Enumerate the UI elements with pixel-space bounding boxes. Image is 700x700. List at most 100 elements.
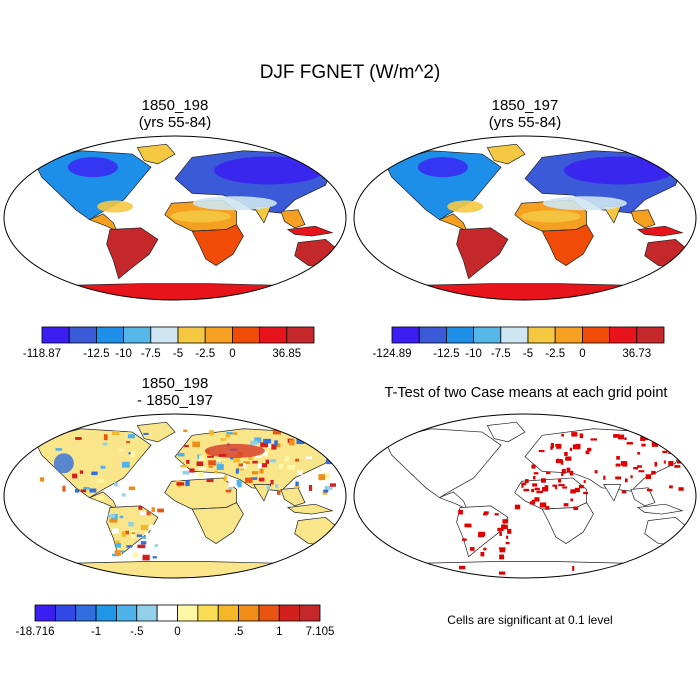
anomaly-cell — [271, 444, 277, 450]
significant-cell — [646, 488, 653, 492]
significant-cell — [494, 513, 499, 516]
significant-cell — [636, 465, 643, 468]
significant-cell — [502, 519, 509, 524]
anomaly-cell — [75, 489, 80, 493]
significant-cell — [667, 432, 671, 437]
anomaly-cell — [111, 553, 119, 557]
anomaly-cell — [214, 470, 218, 474]
anomaly-cell — [295, 458, 299, 462]
land-central-america — [438, 213, 468, 232]
anomaly-cell — [296, 438, 305, 445]
significant-cell — [555, 444, 562, 447]
anomaly-cell — [130, 534, 136, 539]
significant-cell — [569, 447, 572, 451]
anomaly-cell — [208, 460, 217, 466]
panel2-title-line1: 1850_197 — [491, 97, 559, 114]
significant-cell — [641, 443, 646, 447]
colorbar-label: -1 — [91, 626, 101, 638]
significant-cell — [570, 489, 576, 494]
significant-cell — [663, 437, 668, 441]
panel1-title-line2: (yrs 55-84) — [138, 114, 212, 131]
colorbar-label: -10 — [465, 348, 482, 360]
colorbar-box — [554, 326, 583, 344]
anomaly-cell — [308, 485, 313, 491]
map-panel-1850-198 — [3, 135, 347, 301]
land-africa-south — [191, 502, 244, 544]
anomaly-cell — [248, 456, 253, 460]
significant-cell — [569, 470, 574, 476]
significant-cell — [563, 503, 569, 507]
significant-cell — [618, 434, 625, 440]
anomaly-cell — [125, 530, 129, 535]
significant-cell — [572, 566, 575, 571]
anomaly-cell — [274, 440, 278, 446]
colorbar-box — [473, 326, 502, 344]
anomaly-cell — [258, 463, 263, 469]
anomaly-cell — [252, 460, 258, 464]
significant-cell — [529, 501, 536, 505]
colorbar-boxes: -118.87 -12.5 -10 -7.5 -5 -2.5 0 36.85 — [23, 326, 315, 360]
significant-cell — [615, 463, 621, 467]
land-south-america — [106, 227, 159, 280]
sahara-band — [170, 210, 231, 223]
land-australia — [644, 516, 690, 546]
anomaly-cell — [226, 432, 233, 435]
anomaly-cell — [97, 478, 104, 483]
significant-cell — [497, 527, 504, 532]
land-greenland — [136, 143, 176, 165]
significant-cell — [505, 541, 510, 545]
anomaly-cell — [152, 556, 157, 559]
anomaly-cell — [83, 486, 90, 490]
significant-cell — [521, 484, 524, 488]
significant-cell — [626, 442, 633, 445]
significant-cell — [637, 452, 641, 455]
significant-cell — [407, 568, 415, 573]
colorbar-box — [68, 326, 97, 344]
panel2-title-line2: (yrs 55-84) — [488, 114, 562, 131]
colorbar-box — [418, 326, 447, 344]
significant-cell — [616, 456, 620, 460]
colorbar-box — [500, 326, 529, 344]
significance-note: Cells are significant at 0.1 level — [447, 613, 613, 627]
colorbar-box — [116, 604, 138, 622]
significant-cell — [550, 442, 555, 448]
colorbar-box — [204, 326, 233, 344]
anomaly-cell — [62, 485, 66, 492]
significant-cell — [571, 432, 578, 437]
anomaly-cell — [322, 445, 327, 451]
anomaly-cell — [232, 456, 240, 463]
significant-cell — [561, 472, 564, 477]
significant-cell — [585, 450, 590, 455]
colorbar-label: -7.5 — [141, 348, 161, 360]
anomaly-cell — [109, 518, 118, 523]
significant-cell — [674, 465, 681, 468]
significant-cell — [489, 576, 493, 578]
anomaly-cell — [121, 461, 130, 468]
anomaly-cell — [132, 552, 139, 558]
land-africa-south — [541, 224, 594, 266]
significant-cell — [587, 447, 592, 452]
colorbar-label: -10 — [115, 348, 132, 360]
significant-cell — [407, 580, 413, 582]
land-se-asia — [280, 209, 306, 229]
anomaly-cell — [196, 461, 204, 467]
significant-cell — [620, 461, 628, 466]
significant-cell — [531, 499, 535, 503]
colorbar-label: -12.5 — [83, 348, 109, 360]
significant-cell — [531, 488, 535, 493]
us-south-band — [97, 200, 134, 213]
anomaly-cell — [137, 544, 146, 549]
anomaly-cell — [139, 461, 146, 465]
land-india — [253, 484, 272, 502]
anomaly-cell — [91, 471, 98, 476]
significant-cell — [514, 504, 521, 510]
anomaly-cell — [151, 507, 155, 512]
anomaly-cell — [119, 515, 124, 519]
land-se-asia — [280, 487, 306, 507]
anomaly-cell — [289, 439, 295, 446]
anomaly-cell — [130, 451, 136, 458]
land-africa-south — [191, 224, 244, 266]
anomaly-cell — [329, 483, 337, 487]
significant-cell — [552, 484, 556, 487]
anomaly-cell — [118, 550, 125, 554]
